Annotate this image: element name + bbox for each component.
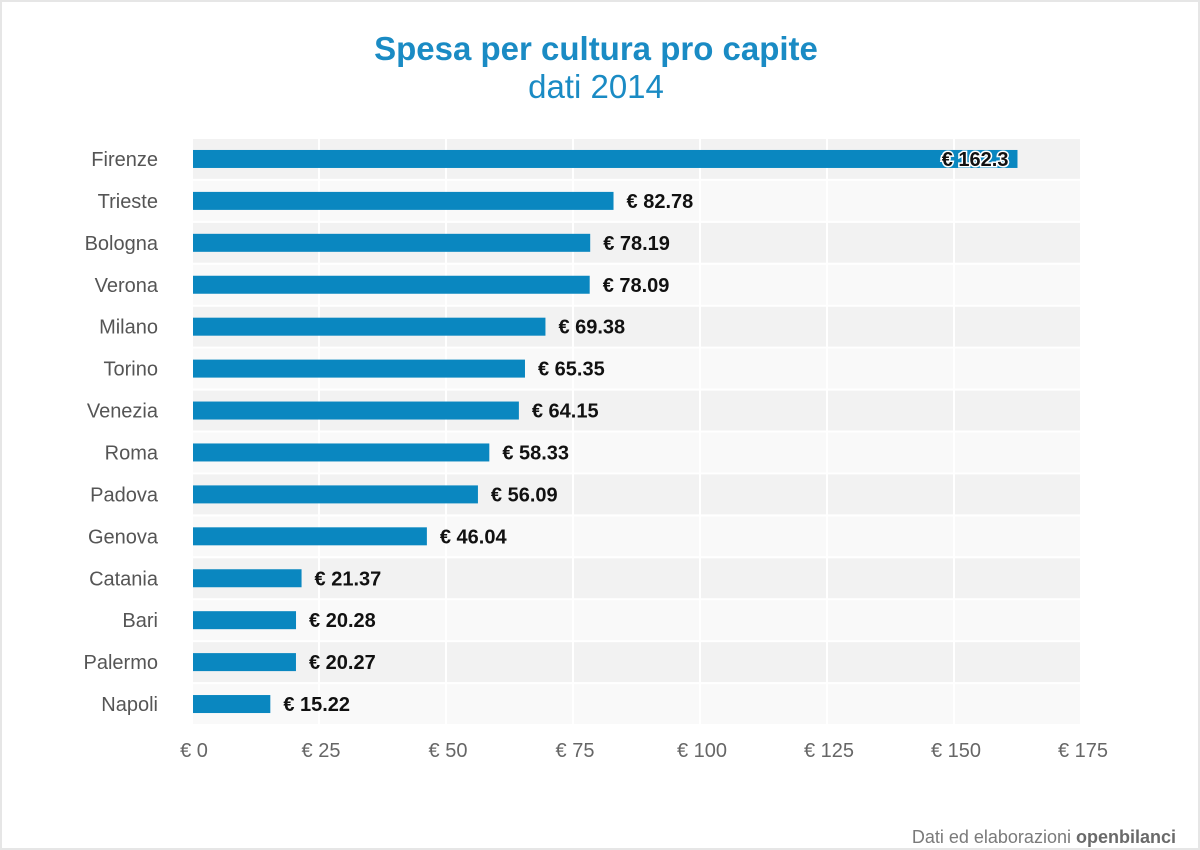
bar — [193, 695, 271, 714]
category-label: Venezia — [87, 401, 159, 423]
value-label: € 21.37 — [315, 568, 382, 590]
value-label: € 69.38 — [558, 317, 625, 339]
category-label: Roma — [105, 442, 159, 464]
x-tick-label: € 75 — [556, 740, 595, 762]
credit-prefix: Dati ed elaborazioni — [911, 827, 1071, 847]
category-label: Firenze — [91, 149, 158, 171]
value-label: € 56.09 — [491, 484, 558, 506]
value-label: € 65.35 — [538, 359, 605, 381]
grid-lines — [191, 137, 1082, 726]
value-label: € 78.19 — [603, 233, 670, 255]
category-label: Bologna — [85, 233, 159, 255]
bar — [193, 485, 478, 504]
bar — [193, 443, 490, 462]
bar — [193, 527, 427, 546]
x-tick-label: € 100 — [677, 740, 727, 762]
bar — [193, 233, 591, 252]
category-label: Torino — [104, 359, 158, 381]
bar — [193, 611, 297, 630]
bar — [193, 191, 614, 210]
value-label: € 82.78 — [627, 191, 694, 213]
category-label: Milano — [99, 317, 158, 339]
credit-brand: openbilanci — [1075, 827, 1176, 847]
category-label: Genova — [88, 526, 159, 548]
x-tick-label: € 50 — [429, 740, 468, 762]
row-band — [192, 641, 1081, 684]
category-labels: Firenze Trieste Bologna Verona Milano Torino V… — [84, 149, 159, 716]
value-label: € 162.3 — [942, 149, 1009, 171]
value-label: € 58.33 — [502, 442, 569, 464]
bar-chart: Firenze Trieste Bologna Verona Milano Torino V… — [84, 137, 1108, 762]
chart-subtitle: dati 2014 — [528, 68, 664, 105]
x-tick-label: € 0 — [180, 740, 208, 762]
row-band — [192, 557, 1081, 600]
x-tick-label: € 25 — [302, 740, 341, 762]
chart-title: Spesa per cultura pro capite — [374, 30, 818, 67]
value-label: € 15.22 — [283, 694, 350, 716]
bar — [193, 569, 302, 588]
bar — [193, 317, 546, 336]
bar — [193, 149, 1018, 168]
x-tick-label: € 150 — [931, 740, 981, 762]
category-label: Napoli — [101, 694, 158, 716]
category-label: Palermo — [84, 652, 158, 674]
value-label: € 46.04 — [440, 526, 508, 548]
category-label: Catania — [89, 568, 159, 590]
category-label: Padova — [90, 484, 159, 506]
value-labels: € 162.3 € 82.78 € 78.19 € 78.09 € 69.38 € 65.… — [283, 147, 1010, 716]
category-label: Trieste — [98, 191, 158, 213]
source-credit: Dati ed elaborazioni openbilanci — [912, 827, 1176, 848]
value-label: € 64.15 — [532, 401, 599, 423]
category-label: Verona — [95, 275, 159, 297]
bars — [193, 149, 1018, 714]
bar — [193, 359, 525, 378]
row-band — [192, 683, 1081, 725]
value-label: € 20.28 — [309, 610, 376, 632]
value-label: € 20.27 — [309, 652, 376, 674]
category-label: Bari — [122, 610, 158, 632]
bar — [193, 653, 296, 672]
value-label: € 78.09 — [603, 275, 670, 297]
bar — [193, 401, 519, 420]
x-tick-label: € 125 — [804, 740, 854, 762]
row-band — [192, 599, 1081, 642]
x-tick-label: € 175 — [1058, 740, 1108, 762]
x-axis-ticks: € 0 € 25 € 50 € 75 € 100 € 125 € 150 € 175 — [180, 740, 1108, 762]
bar — [193, 275, 590, 294]
